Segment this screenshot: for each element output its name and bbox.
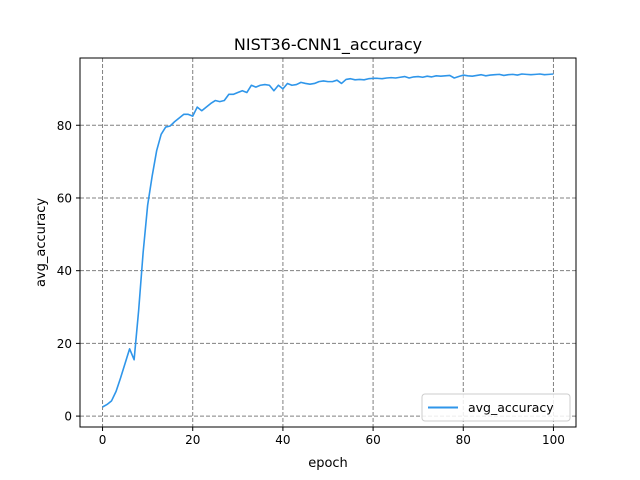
x-tick-label: 40 — [275, 433, 290, 447]
grid-lines — [80, 58, 576, 427]
legend-box — [421, 393, 571, 422]
x-tick-label: 0 — [99, 433, 107, 447]
series-line-avg-accuracy — [102, 73, 554, 408]
x-tick-label: 80 — [456, 433, 471, 447]
plot-area — [80, 58, 576, 427]
y-tick-label: 40 — [57, 264, 72, 278]
y-tick-label: 60 — [57, 191, 72, 205]
y-tick-label: 20 — [57, 337, 72, 351]
y-tick-label: 0 — [64, 410, 72, 424]
chart-title: NIST36-CNN1_accuracy — [234, 35, 422, 55]
x-tick-label: 60 — [365, 433, 380, 447]
plot-frame — [79, 57, 577, 428]
series-layer — [102, 73, 554, 408]
y-tick-label: 80 — [57, 119, 72, 133]
y-axis-label: avg_accuracy — [34, 198, 49, 287]
legend-label: avg_accuracy — [468, 400, 554, 415]
axis-ticks: 0 20 40 60 80 100 0 20 40 60 80 — [57, 119, 565, 447]
legend: avg_accuracy — [421, 393, 571, 422]
x-tick-label: 20 — [185, 433, 200, 447]
x-tick-label: 100 — [542, 433, 565, 447]
x-axis-label: epoch — [308, 456, 348, 471]
